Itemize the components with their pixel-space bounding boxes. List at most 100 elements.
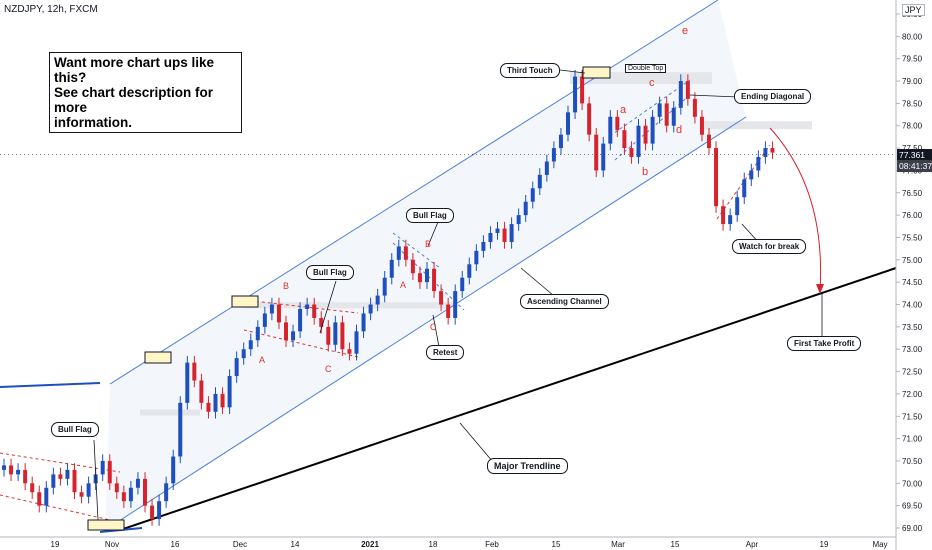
- y-tick-label: 73.00: [902, 345, 923, 354]
- wave-label-c3: c: [649, 77, 655, 89]
- last-price-tag: 77.361: [897, 149, 932, 161]
- candle-body: [51, 474, 56, 488]
- y-tick-label: 78.50: [902, 99, 923, 108]
- candle-body: [213, 393, 218, 412]
- candle-body: [671, 107, 676, 126]
- chart-background: [105, 0, 746, 530]
- wave-label-c1: C: [325, 364, 332, 374]
- y-tick-label: 79.50: [902, 55, 923, 64]
- y-tick-label: 74.50: [902, 278, 923, 287]
- x-tick-label: Nov: [105, 540, 119, 549]
- candle-body: [347, 349, 352, 354]
- first-take-profit-callout: First Take Profit: [787, 336, 862, 351]
- promo-line-3: information.: [54, 115, 132, 130]
- countdown-tag: 08:41:37: [897, 160, 932, 172]
- callout-pointer: [559, 69, 586, 74]
- bull-flag-callout-2: Bull Flag: [306, 265, 354, 280]
- flag-line: [0, 494, 111, 521]
- flag-line: [243, 299, 359, 314]
- candle-body: [396, 246, 401, 260]
- major-trendline: [119, 267, 897, 531]
- flag-line: [243, 329, 359, 358]
- candle-body: [453, 291, 458, 318]
- candle-body: [23, 469, 28, 484]
- candle-body: [460, 277, 465, 292]
- candle-body: [16, 469, 21, 475]
- candle-body: [164, 483, 169, 502]
- candle-body: [446, 304, 451, 318]
- major-trendline-callout: Major Trendline: [487, 458, 568, 474]
- candle-body: [587, 103, 592, 135]
- wave-label-d3: d: [676, 124, 683, 136]
- candle-body: [185, 362, 190, 403]
- zone-bar: [140, 409, 200, 416]
- candle-body: [707, 134, 711, 149]
- candle-body: [220, 393, 225, 408]
- candle-body: [241, 349, 246, 359]
- y-tick-label: 75.50: [902, 233, 923, 242]
- candle-body: [255, 326, 260, 341]
- candle-body: [171, 456, 176, 484]
- trend-lines: [0, 0, 897, 533]
- candle-body: [248, 340, 253, 350]
- y-tick-label: 80.00: [902, 32, 923, 41]
- zone-bar: [700, 121, 812, 130]
- x-tick-label: May: [872, 540, 887, 549]
- candle-body: [692, 98, 697, 117]
- candle-body: [721, 206, 726, 225]
- candle-body: [735, 197, 740, 216]
- y-tick-label: 70.50: [902, 457, 923, 466]
- candle-body: [44, 487, 49, 506]
- x-tick-label: 16: [171, 540, 180, 549]
- x-tick-label: 19: [820, 540, 829, 549]
- candle-body: [178, 402, 183, 457]
- currency-badge[interactable]: JPY: [902, 4, 925, 16]
- candle-body: [403, 246, 408, 260]
- candle-body: [573, 76, 578, 113]
- third-touch-callout: Third Touch: [500, 63, 560, 78]
- candle-body: [410, 259, 415, 274]
- projection-arrow: [769, 127, 822, 291]
- candle-body: [756, 157, 761, 171]
- candle-body: [121, 492, 126, 502]
- candle-body: [262, 313, 267, 327]
- x-tick-label: 15: [671, 540, 680, 549]
- candle-body: [523, 201, 528, 216]
- candle-body: [566, 112, 570, 135]
- candle-body: [65, 469, 70, 479]
- candle-body: [143, 478, 147, 506]
- candle-body: [749, 170, 754, 180]
- candle-body: [199, 380, 204, 403]
- candle-body: [276, 304, 281, 323]
- x-tick-label: Mar: [611, 540, 625, 549]
- x-tick-label: 2021: [361, 540, 379, 549]
- wave-label-b3: b: [642, 166, 649, 178]
- candle-body: [157, 501, 162, 520]
- ascending-channel-callout: Ascending Channel: [520, 294, 609, 309]
- candles: [2, 69, 775, 526]
- y-tick-label: 79.00: [902, 77, 923, 86]
- candle-body: [474, 250, 479, 265]
- channel-lower: [104, 116, 747, 531]
- candle-body: [284, 322, 288, 341]
- candle-body: [643, 125, 648, 144]
- callout-pointer: [427, 221, 439, 247]
- x-tick-label: 19: [51, 540, 60, 549]
- candle-body: [502, 228, 507, 242]
- candle-body: [601, 143, 606, 171]
- wave-label-a1: A: [259, 355, 266, 365]
- candle-body: [580, 76, 585, 104]
- candle-body: [382, 277, 387, 296]
- candle-body: [269, 304, 274, 314]
- zone-bar: [244, 302, 454, 309]
- candle-body: [664, 103, 669, 126]
- candle-body: [714, 148, 719, 207]
- candle-body: [192, 362, 197, 381]
- x-tick-label: 15: [552, 540, 561, 549]
- candle-body: [636, 125, 641, 158]
- candle-body: [86, 483, 91, 497]
- candle-body: [439, 291, 444, 305]
- candle-body: [650, 116, 655, 144]
- wave-label-b1: B: [283, 281, 290, 291]
